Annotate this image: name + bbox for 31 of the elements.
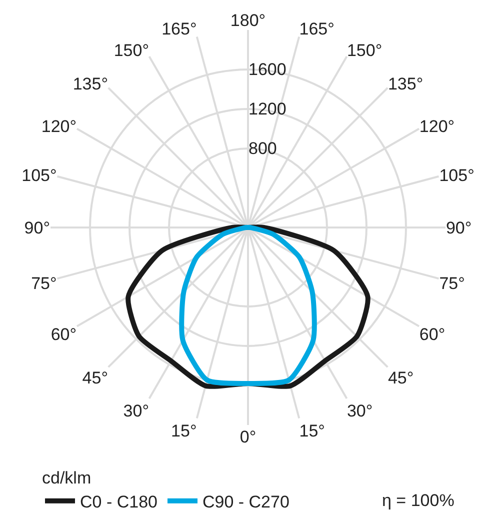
- spoke-label: 15°: [171, 422, 197, 441]
- spoke-label: 45°: [388, 368, 414, 388]
- spoke-label: 75°: [439, 274, 465, 293]
- spoke-label: 180°: [230, 11, 266, 30]
- y-tick-label: 800: [248, 139, 277, 158]
- spoke-label: 45°: [82, 368, 108, 388]
- spoke-label: 105°: [22, 166, 57, 186]
- spoke-label: 150°: [346, 41, 382, 60]
- spoke-label: 120°: [41, 116, 77, 136]
- legend-title: cd/klm: [42, 468, 92, 488]
- spoke-label: 90°: [446, 218, 472, 238]
- spoke-label: 0°: [240, 427, 256, 446]
- spoke-label: 15°: [299, 422, 325, 441]
- spoke-label: 90°: [24, 218, 50, 238]
- spoke-label: 120°: [419, 116, 455, 136]
- spoke-label: 135°: [388, 74, 424, 94]
- y-tick-label: 1200: [248, 100, 286, 119]
- spoke-label: 165°: [162, 20, 197, 38]
- spoke-label: 60°: [50, 325, 77, 344]
- spoke-label: 150°: [114, 41, 150, 60]
- legend-label: C0 - C180: [80, 492, 158, 512]
- text: η = 100%: [382, 491, 454, 510]
- spoke-label: 30°: [346, 402, 373, 421]
- legend-label: C90 - C270: [202, 492, 290, 512]
- y-tick-label: 1600: [248, 60, 286, 80]
- spoke-label: 30°: [123, 402, 150, 421]
- spoke-label: 165°: [299, 20, 334, 38]
- spoke-label: 105°: [439, 166, 474, 186]
- spoke-label: 60°: [419, 325, 446, 344]
- spoke-label: 75°: [31, 274, 57, 293]
- spoke-label: 135°: [72, 74, 108, 94]
